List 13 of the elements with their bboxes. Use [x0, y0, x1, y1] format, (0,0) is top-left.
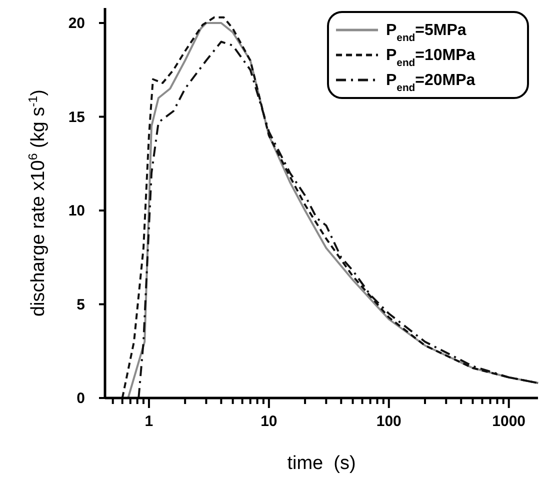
x-tick-label: 10: [260, 413, 278, 430]
y-tick-label: 5: [76, 296, 85, 314]
y-tick-label: 15: [68, 108, 85, 126]
y-tick-label: 10: [68, 202, 85, 220]
x-axis-title: time (s): [287, 453, 356, 474]
x-tick-label: 100: [376, 413, 402, 430]
legend-label: P$_{end}$=20MPa: [386, 72, 476, 94]
y-tick-label: 20: [68, 15, 85, 32]
y-tick-label: 0: [76, 390, 85, 407]
legend-label: P$_{end}$=10MPa: [386, 47, 476, 68]
legend-label: P$_{end}$=5MPa: [386, 22, 466, 44]
x-tick-label: 1000: [492, 413, 526, 430]
x-tick-label: 1: [144, 413, 154, 430]
